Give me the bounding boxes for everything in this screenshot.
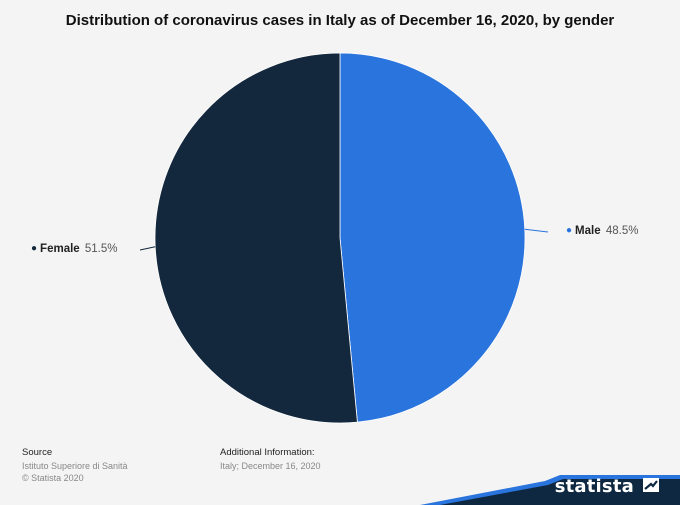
leader-line-female (139, 246, 156, 251)
additional-info-block: Additional Information: Italy; December … (220, 447, 321, 472)
source-heading: Source (22, 447, 53, 458)
slice-label-male-value: 48.5% (605, 225, 639, 237)
slice-label-female-value: 51.5% (84, 243, 118, 255)
leader-line-male (524, 228, 549, 233)
pie-slice-female[interactable] (154, 52, 358, 424)
source-line-2[interactable]: © Statista 2020 (22, 473, 84, 483)
additional-info-line: Italy; December 16, 2020 (220, 461, 321, 471)
pie-slice-male[interactable] (339, 52, 526, 423)
statista-logo[interactable]: statista (554, 476, 634, 497)
brand-band (420, 475, 680, 505)
chart-title: Distribution of coronavirus cases in Ita… (65, 12, 615, 29)
slice-label-male: ● Male 48.5% (566, 225, 639, 237)
statista-logo-icon (643, 478, 659, 492)
source-block: Source Istituto Superiore di Sanità © St… (22, 447, 128, 484)
slice-label-female-name: Female (40, 243, 80, 255)
additional-info-heading: Additional Information: (220, 447, 315, 458)
slice-label-female: ● Female 51.5% (31, 243, 118, 255)
slice-label-male-name: Male (575, 225, 601, 237)
source-line-1: Istituto Superiore di Sanità (22, 461, 128, 471)
